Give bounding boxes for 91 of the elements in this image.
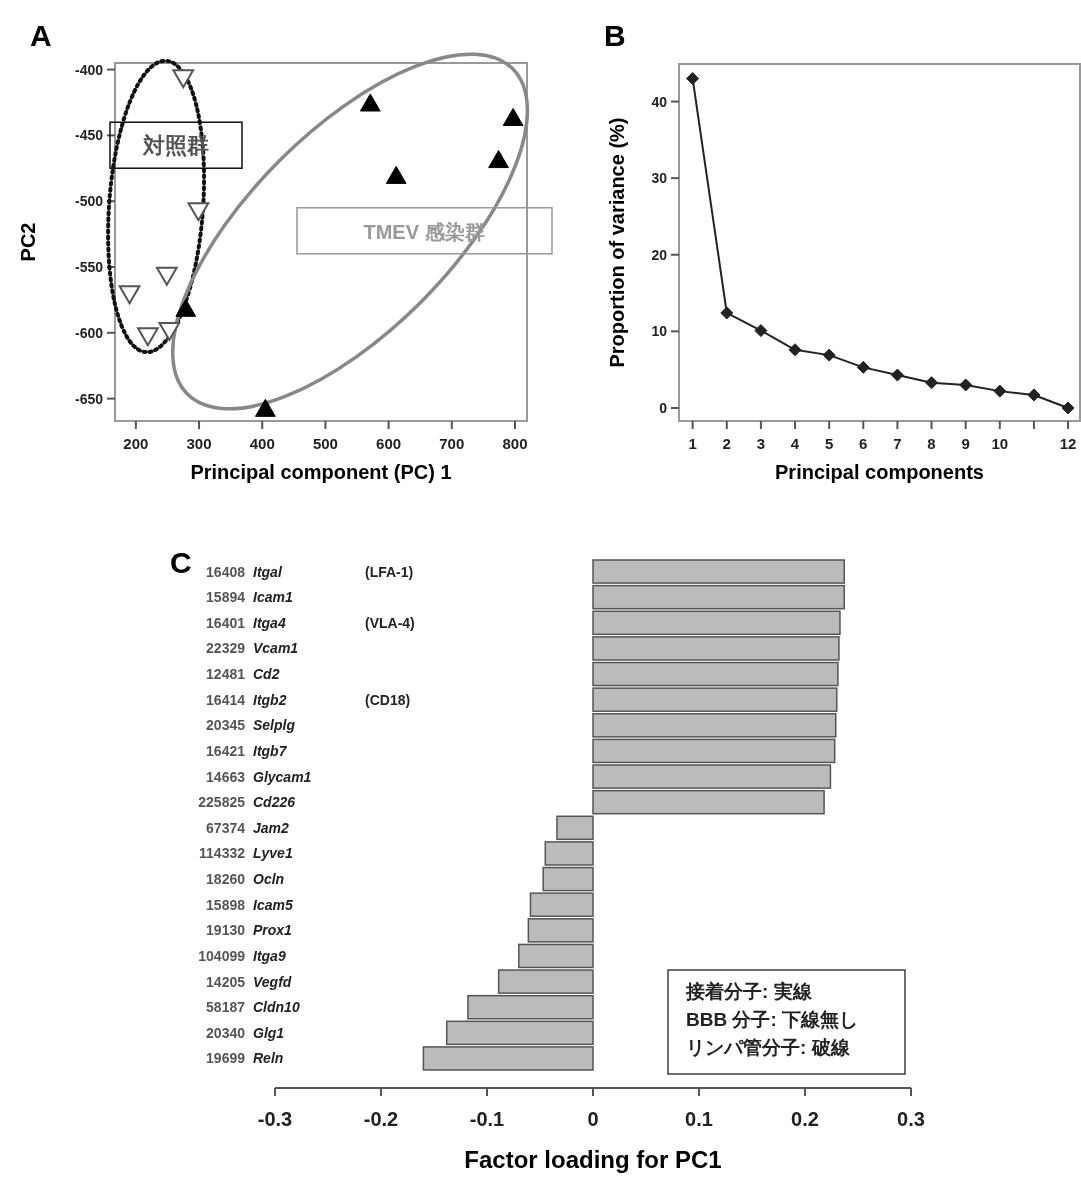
chart-title: C bbox=[170, 546, 192, 579]
point bbox=[1061, 401, 1075, 415]
x-tick-label: 12 bbox=[1059, 435, 1077, 452]
x-tick-label: -0.1 bbox=[469, 1108, 505, 1130]
point bbox=[856, 360, 870, 374]
x-tick-label: -0.2 bbox=[363, 1108, 399, 1130]
y-tick-label: 0 bbox=[659, 399, 668, 416]
x-tick-label: 4 bbox=[790, 435, 800, 452]
point bbox=[959, 378, 973, 392]
y-tick-label: 67374 Jam2 bbox=[206, 819, 290, 836]
y-tick-label: 225825 Cd226 bbox=[198, 794, 296, 811]
point bbox=[754, 324, 768, 338]
x-axis-title: Principal component (PC) 1 bbox=[190, 461, 452, 483]
point bbox=[925, 376, 939, 390]
x-tick-label: 1 bbox=[688, 435, 697, 452]
point bbox=[172, 69, 195, 89]
point bbox=[385, 165, 407, 184]
category-label: 16408 Itgal (LFA-1) bbox=[206, 563, 414, 580]
point bbox=[788, 343, 802, 357]
y-tick-label: -600 bbox=[74, 324, 104, 341]
point bbox=[137, 327, 159, 347]
y-tick-label: 18260 Ocln bbox=[206, 871, 285, 888]
y-tick-label: 15898 Icam5 bbox=[206, 896, 293, 913]
point bbox=[488, 150, 509, 169]
x-tick-label: 600 bbox=[376, 435, 402, 452]
x-tick-label: -0.3 bbox=[257, 1108, 293, 1130]
chart-title: A bbox=[30, 19, 52, 52]
y-tick-label: 22329 Vcam1 bbox=[206, 640, 299, 657]
category-label: 16401 Itga4 (VLA-4) bbox=[206, 614, 415, 631]
annotation: リンパ管分子: 破線 bbox=[686, 1037, 851, 1058]
point bbox=[118, 285, 141, 305]
y-tick-label: 10 bbox=[651, 323, 668, 340]
point bbox=[175, 298, 197, 317]
y-tick-label: 30 bbox=[651, 170, 668, 187]
point bbox=[720, 306, 734, 320]
chart-title: B bbox=[604, 19, 626, 52]
y-tick-label: 16421 Itgb7 bbox=[206, 742, 288, 759]
point bbox=[686, 72, 700, 86]
annotation: 接着分子: 実線 bbox=[685, 981, 813, 1002]
x-axis-title: Principal components bbox=[775, 461, 984, 483]
x-tick-label: 400 bbox=[249, 435, 275, 452]
y-tick-label: 19130 Prox1 bbox=[206, 922, 293, 939]
x-tick-label: 7 bbox=[893, 435, 902, 452]
x-tick-label: 8 bbox=[927, 435, 936, 452]
x-tick-label: 0.1 bbox=[685, 1108, 713, 1130]
x-tick-label: 200 bbox=[123, 435, 149, 452]
y-tick-label: 19699 Reln bbox=[206, 1050, 284, 1067]
y-axis-title: PC2 bbox=[17, 222, 39, 262]
point bbox=[822, 348, 836, 362]
y-tick-label: 104099 Itga9 bbox=[198, 947, 286, 964]
x-tick-label: 5 bbox=[824, 435, 834, 452]
y-tick-label: 15894 Icam1 bbox=[206, 589, 293, 606]
y-tick-label: 14663 Glycam1 bbox=[206, 768, 312, 785]
point bbox=[890, 368, 904, 382]
x-tick-label: 800 bbox=[502, 435, 528, 452]
category-label: 16414 Itgb2 (CD18) bbox=[206, 691, 411, 708]
x-tick-label: 6 bbox=[859, 435, 868, 452]
point bbox=[255, 398, 276, 417]
y-tick-label: 40 bbox=[651, 93, 668, 110]
point bbox=[993, 384, 1007, 398]
x-tick-label: 300 bbox=[186, 435, 212, 452]
y-tick-label: -500 bbox=[74, 193, 104, 210]
x-tick-label: 3 bbox=[756, 435, 766, 452]
y-tick-label: -650 bbox=[74, 390, 104, 407]
point bbox=[158, 322, 181, 341]
annotation: BBB 分子: 下線無し bbox=[686, 1009, 859, 1030]
y-tick-label: -550 bbox=[74, 259, 104, 276]
x-tick-label: 9 bbox=[961, 435, 970, 452]
y-tick-label: -450 bbox=[74, 127, 104, 144]
x-tick-label: 700 bbox=[439, 435, 465, 452]
x-tick-label: 0.2 bbox=[791, 1108, 819, 1130]
x-tick-label: 10 bbox=[991, 435, 1009, 452]
y-tick-label: 14205 Vegfd bbox=[206, 973, 292, 990]
point bbox=[502, 107, 524, 126]
y-tick-label: 58187 Cldn10 bbox=[206, 999, 300, 1016]
point bbox=[187, 202, 210, 222]
point bbox=[1027, 388, 1041, 402]
x-tick-label: 0.3 bbox=[897, 1108, 925, 1130]
x-tick-label: 0 bbox=[587, 1108, 599, 1130]
y-tick-label: 114332 Lyve1 bbox=[199, 845, 293, 862]
x-axis-title: Factor loading for PC1 bbox=[464, 1146, 722, 1173]
y-tick-label: 20 bbox=[651, 246, 668, 263]
y-tick-label: -400 bbox=[74, 61, 104, 78]
y-tick-label: 20345 Selplg bbox=[206, 717, 296, 734]
x-tick-label: 2 bbox=[722, 435, 731, 452]
y-tick-label: 12481 Cd2 bbox=[206, 666, 280, 683]
y-axis-title: Proportion of variance (%) bbox=[606, 117, 628, 368]
x-tick-label: 500 bbox=[312, 435, 338, 452]
point bbox=[155, 266, 178, 286]
point bbox=[359, 93, 381, 112]
y-tick-label: 20340 Glg1 bbox=[206, 1024, 285, 1041]
